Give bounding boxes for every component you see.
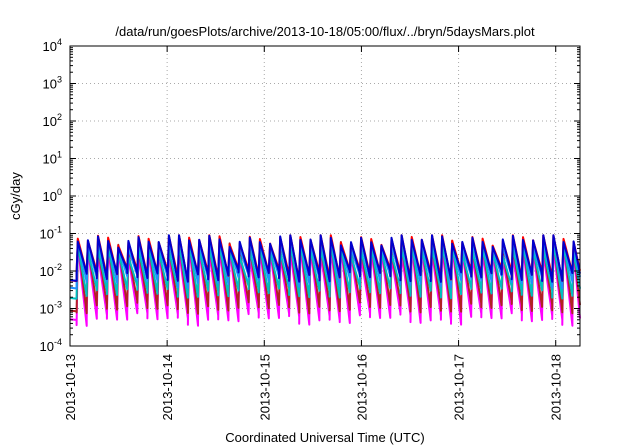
x-axis-label: Coordinated Universal Time (UTC) xyxy=(225,430,424,445)
x-tick-label: 2013-10-15 xyxy=(257,354,272,421)
x-tick-label: 2013-10-16 xyxy=(354,354,369,421)
y-tick-label: 100 xyxy=(43,187,62,204)
x-tick-label: 2013-10-13 xyxy=(63,354,78,421)
series-line xyxy=(69,234,581,283)
y-tick-label: 104 xyxy=(43,37,62,54)
y-tick-label: 103 xyxy=(43,75,62,92)
y-tick-label: 10-2 xyxy=(40,262,62,279)
x-axis: 2013-10-13 2013-10-14 2013-10-15 2013-10-16… xyxy=(63,46,564,421)
x-tick-label: 2013-10-18 xyxy=(549,354,564,421)
y-axis-label: cGy/day xyxy=(8,172,23,220)
y-tick-label: 101 xyxy=(43,150,62,167)
y-tick-label: 102 xyxy=(43,112,62,129)
x-tick-label: 2013-10-17 xyxy=(452,354,467,421)
y-tick-label: 10-1 xyxy=(40,225,62,242)
series-group xyxy=(69,234,581,327)
y-tick-label: 10-3 xyxy=(40,300,62,317)
y-axis: 10-4 10-3 10-2 10-1 100 101 102 103 104 xyxy=(40,37,580,354)
y-tick-label: 10-4 xyxy=(40,337,62,354)
x-tick-label: 2013-10-14 xyxy=(160,354,175,421)
chart-title: /data/run/goesPlots/archive/2013-10-18/0… xyxy=(115,24,535,39)
